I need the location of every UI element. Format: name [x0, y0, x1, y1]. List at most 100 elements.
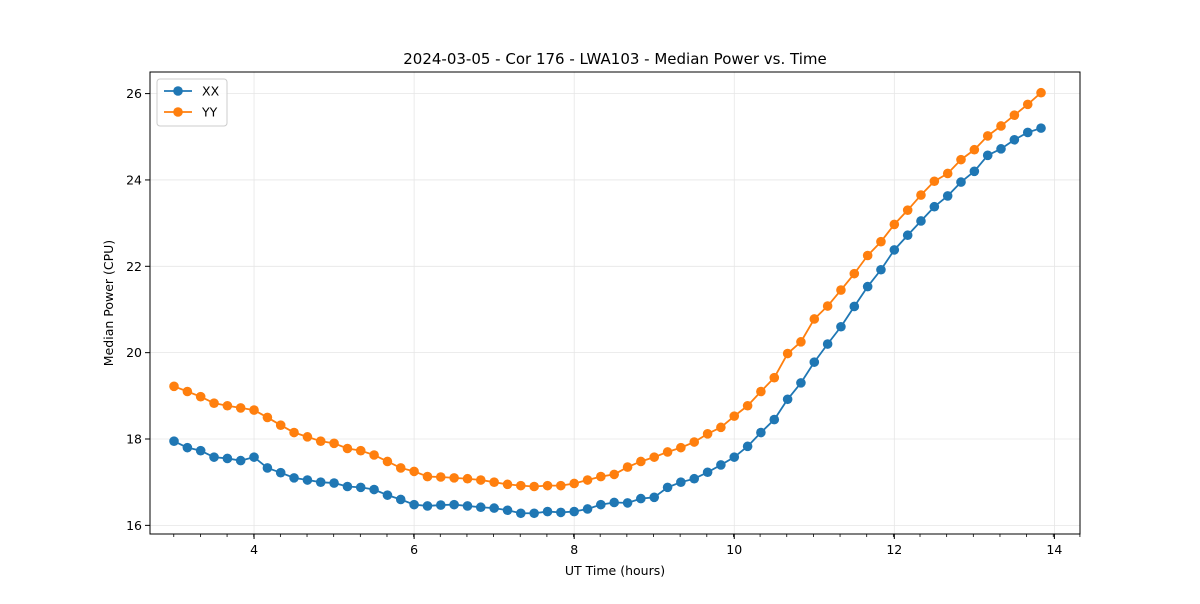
data-point-xx — [516, 508, 526, 519]
data-point-xx — [596, 499, 606, 510]
data-point-yy — [649, 452, 660, 462]
data-point-yy — [836, 285, 846, 295]
data-point-xx — [249, 452, 259, 462]
data-point-yy — [702, 429, 713, 439]
data-point-xx — [836, 321, 846, 332]
data-point-yy — [982, 131, 993, 141]
data-point-yy — [235, 403, 246, 413]
data-point-xx — [742, 441, 753, 452]
y-axis: 16 18 20 22 24 26 — [126, 86, 150, 533]
legend-marker-xx — [173, 86, 183, 96]
data-point-yy — [809, 314, 820, 324]
data-point-xx — [1009, 134, 1020, 145]
data-point-yy — [315, 436, 326, 446]
data-point-yy — [542, 480, 553, 491]
data-point-xx — [342, 481, 353, 492]
data-point-yy — [689, 437, 700, 447]
data-point-yy — [929, 176, 940, 187]
y-tick-label: 16 — [126, 518, 142, 533]
series-layer — [169, 87, 1046, 519]
data-point-yy — [662, 447, 673, 457]
data-point-xx — [782, 394, 793, 405]
data-point-yy — [422, 471, 433, 482]
x-tick-label: 14 — [1046, 542, 1062, 557]
data-point-xx — [556, 507, 566, 518]
data-point-yy — [249, 405, 259, 415]
data-point-xx — [716, 460, 726, 470]
x-tick-label: 10 — [726, 542, 742, 557]
data-point-xx — [916, 216, 926, 226]
data-point-xx — [582, 504, 593, 514]
data-point-xx — [956, 177, 966, 187]
data-point-yy — [449, 473, 459, 483]
x-tick-label: 4 — [250, 542, 258, 557]
data-point-yy — [355, 445, 366, 456]
x-axis: 4 6 8 10 12 14 — [173, 534, 1081, 557]
data-point-xx — [475, 502, 486, 513]
data-point-xx — [862, 281, 873, 292]
data-point-xx — [382, 490, 393, 500]
data-point-yy — [876, 236, 886, 247]
data-point-xx — [676, 477, 686, 487]
data-point-xx — [609, 497, 619, 508]
data-point-yy — [1022, 99, 1033, 110]
data-point-xx — [876, 264, 886, 275]
data-point-xx — [262, 463, 273, 473]
data-point-xx — [369, 484, 379, 495]
data-point-yy — [636, 456, 646, 467]
data-point-xx — [422, 501, 433, 511]
legend-marker-yy — [173, 107, 183, 117]
data-point-yy — [489, 477, 499, 487]
grid-layer — [150, 72, 1080, 534]
data-point-yy — [369, 450, 379, 460]
data-point-xx — [942, 191, 953, 201]
data-point-xx — [902, 230, 913, 241]
data-point-xx — [435, 500, 446, 510]
data-point-xx — [329, 478, 339, 488]
legend-label-xx: XX — [202, 84, 220, 99]
data-point-yy — [622, 462, 633, 472]
data-point-yy — [342, 443, 353, 454]
data-point-yy — [596, 471, 606, 482]
data-point-xx — [289, 473, 299, 483]
data-point-xx — [756, 427, 766, 438]
x-tick-label: 12 — [886, 542, 902, 557]
data-point-yy — [569, 478, 579, 489]
data-point-yy — [529, 481, 539, 492]
y-tick-label: 24 — [126, 172, 142, 187]
data-point-yy — [275, 420, 286, 430]
data-point-xx — [982, 150, 993, 161]
plot-frame — [149, 71, 1081, 535]
data-point-xx — [489, 503, 499, 513]
data-point-xx — [195, 445, 206, 456]
data-point-xx — [702, 467, 713, 478]
data-point-yy — [409, 466, 419, 477]
data-point-xx — [822, 339, 833, 349]
y-axis-label: Median Power (CPU) — [101, 240, 116, 366]
data-point-yy — [1036, 87, 1046, 98]
data-point-yy — [302, 432, 313, 442]
data-point-xx — [689, 473, 700, 484]
data-point-xx — [569, 506, 579, 517]
data-point-yy — [609, 469, 619, 480]
data-point-yy — [435, 472, 446, 482]
data-point-yy — [742, 400, 753, 411]
x-axis-label: UT Time (hours) — [565, 563, 665, 578]
data-point-yy — [862, 250, 873, 261]
data-point-yy — [822, 301, 833, 311]
data-point-xx — [409, 499, 419, 510]
data-point-yy — [849, 268, 860, 279]
y-tick-label: 18 — [126, 432, 142, 447]
data-point-xx — [1036, 123, 1046, 133]
data-point-xx — [355, 482, 366, 493]
data-point-yy — [1009, 110, 1020, 120]
data-point-xx — [636, 493, 646, 504]
data-point-yy — [582, 475, 593, 485]
data-point-yy — [996, 121, 1006, 131]
data-point-yy — [169, 381, 179, 392]
data-point-yy — [262, 412, 273, 423]
data-point-yy — [889, 219, 900, 230]
data-point-yy — [796, 337, 806, 347]
